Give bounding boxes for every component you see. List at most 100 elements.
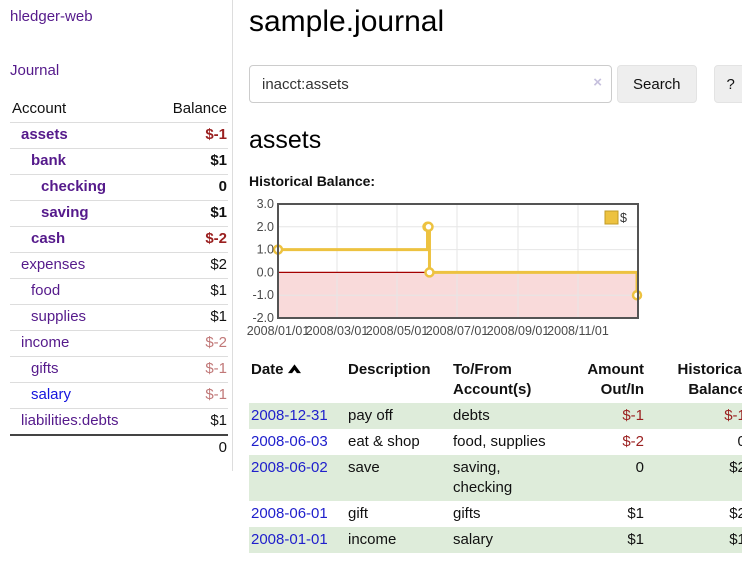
account-row: food $1 xyxy=(10,278,228,305)
x-tick-label: 2008/03/01 xyxy=(306,324,369,338)
account-row: expenses $2 xyxy=(10,252,228,279)
balance-cell: $-1 xyxy=(646,403,742,429)
account-link-bank[interactable]: bank xyxy=(31,152,67,169)
account-heading: assets xyxy=(249,126,322,154)
clear-search-icon[interactable]: × xyxy=(593,74,602,91)
search-button[interactable]: Search xyxy=(617,65,697,103)
accounts-cell: saving, checking xyxy=(451,455,568,501)
account-row: gifts $-1 xyxy=(10,356,228,383)
description-cell: pay off xyxy=(346,403,451,429)
legend-label: $ xyxy=(620,211,627,225)
date-cell: 2008-06-03 xyxy=(249,429,346,455)
chart-svg: $3.0 2.0 1.0 0.0 -1.0 -2.02008/01/012008/03/0… xyxy=(247,197,643,338)
transaction-date-link[interactable]: 2008-01-01 xyxy=(251,531,328,548)
account-row: cash $-2 xyxy=(10,226,228,253)
description-cell: gift xyxy=(348,505,369,522)
transaction-row[interactable]: 2008-06-01 gift gifts $1 $2 xyxy=(249,501,742,527)
account-balance: $2 xyxy=(152,252,228,279)
search-input-wrap: × xyxy=(249,65,612,103)
date-cell: 2008-12-31 xyxy=(249,403,346,429)
account-name-cell: food xyxy=(10,278,153,305)
y-tick-label: 0.0 xyxy=(257,265,274,279)
account-balance: $1 xyxy=(152,408,228,435)
chart-legend: $ xyxy=(604,210,627,225)
account-link-income[interactable]: income xyxy=(21,334,70,351)
main-content: sample.journal × Search ? assets Histori… xyxy=(233,0,742,553)
account-link-saving[interactable]: saving xyxy=(41,204,89,221)
balance-cell: $1 xyxy=(646,527,742,553)
transaction-date-link[interactable]: 2008-12-31 xyxy=(251,407,328,424)
transaction-row[interactable]: 2008-06-03 eat & shop food, supplies $-2 0 xyxy=(249,429,742,455)
account-link-supplies[interactable]: supplies xyxy=(31,308,87,325)
account-row: bank $1 xyxy=(10,148,228,175)
accounts-total-value: 0 xyxy=(152,434,228,461)
account-balance: $1 xyxy=(152,200,228,227)
account-row: salary $-1 xyxy=(10,382,228,409)
data-point-marker xyxy=(424,267,435,278)
account-row: saving $1 xyxy=(10,200,228,227)
account-link-food[interactable]: food xyxy=(31,282,61,299)
account-balance: $-1 xyxy=(205,126,227,143)
description-cell: income xyxy=(346,527,451,553)
app-window: hledger-web Journal Account Balance asse… xyxy=(0,0,742,553)
register-header-amount-out-in: Amount Out/In xyxy=(587,361,644,398)
page-title: sample.journal xyxy=(249,5,445,38)
account-name-cell: saving xyxy=(10,200,153,227)
date-cell: 2008-06-02 xyxy=(249,455,346,501)
transaction-row[interactable]: 2008-06-02 save saving, checking 0 $2 xyxy=(249,455,742,501)
transaction-date-link[interactable]: 2008-06-02 xyxy=(251,459,328,476)
account-link-checking[interactable]: checking xyxy=(41,178,107,195)
balance-cell: $2 xyxy=(729,505,742,522)
register-table: Date Description To/From Account(s) Amount Ou… xyxy=(249,358,742,553)
register-header-historical-balance: Historical Balance xyxy=(677,361,742,398)
transaction-row[interactable]: 2008-01-01 income salary $1 $1 xyxy=(249,527,742,553)
account-name-cell: salary xyxy=(10,382,153,409)
date-cell: 2008-06-01 xyxy=(249,501,346,527)
transaction-date-link[interactable]: 2008-06-01 xyxy=(251,505,328,522)
y-tick-label: -1.0 xyxy=(252,288,274,302)
register-header-date[interactable]: Date xyxy=(249,358,346,403)
account-link-gifts[interactable]: gifts xyxy=(31,360,59,377)
balance-chart[interactable]: $3.0 2.0 1.0 0.0 -1.0 -2.0 2008/01/01 2008/03/0… xyxy=(247,196,742,342)
app-title-link[interactable]: hledger-web xyxy=(10,8,93,25)
account-balance: 0 xyxy=(152,174,228,201)
accounts-table: Account Balance assets $-1 bank $1 checking 0… xyxy=(10,97,228,461)
account-balance: $-2 xyxy=(152,330,228,357)
account-link-liabilities-debts[interactable]: liabilities:debts xyxy=(21,412,119,429)
balance-cell: $2 xyxy=(646,455,742,501)
register-header-description: Description xyxy=(348,361,431,378)
account-name-cell: income xyxy=(10,330,153,357)
account-link-cash[interactable]: cash xyxy=(31,230,66,247)
transaction-row[interactable]: 2008-12-31 pay off debts $-1 $-1 xyxy=(249,403,742,429)
account-row: assets $-1 xyxy=(10,123,228,149)
amount-cell: $-1 xyxy=(568,403,646,429)
search-input[interactable] xyxy=(249,65,612,103)
amount-cell: $-2 xyxy=(622,433,644,450)
account-link-salary[interactable]: salary xyxy=(31,386,72,403)
account-row: checking 0 xyxy=(10,174,228,201)
account-name-cell: assets xyxy=(10,123,153,149)
amount-cell: $1 xyxy=(627,505,644,522)
description-cell: eat & shop xyxy=(348,433,420,450)
y-tick-label: 3.0 xyxy=(257,197,274,211)
help-button[interactable]: ? xyxy=(713,65,742,103)
transaction-date-link[interactable]: 2008-06-03 xyxy=(251,433,328,450)
data-point-marker xyxy=(423,221,434,233)
account-name-cell: liabilities:debts xyxy=(10,408,153,435)
account-name-cell: gifts xyxy=(10,356,153,383)
x-tick-label: 2008/05/01 xyxy=(366,324,429,338)
sidebar: hledger-web Journal Account Balance asse… xyxy=(0,0,233,471)
x-tick-label: 2008/01/01 xyxy=(247,324,310,338)
account-balance: $-1 xyxy=(152,382,228,409)
account-name-cell: cash xyxy=(10,226,153,253)
register-header-to-from-account-s-: To/From Account(s) xyxy=(453,361,532,398)
y-tick-label: 1.0 xyxy=(257,243,274,257)
account-name-cell: supplies xyxy=(10,304,153,331)
account-link-expenses[interactable]: expenses xyxy=(21,256,86,273)
account-balance: $1 xyxy=(152,304,228,331)
account-link-assets[interactable]: assets xyxy=(21,126,68,143)
amount-cell: 0 xyxy=(568,455,646,501)
amount-cell: $1 xyxy=(568,527,646,553)
sidebar-item-journal[interactable]: Journal xyxy=(10,62,60,79)
